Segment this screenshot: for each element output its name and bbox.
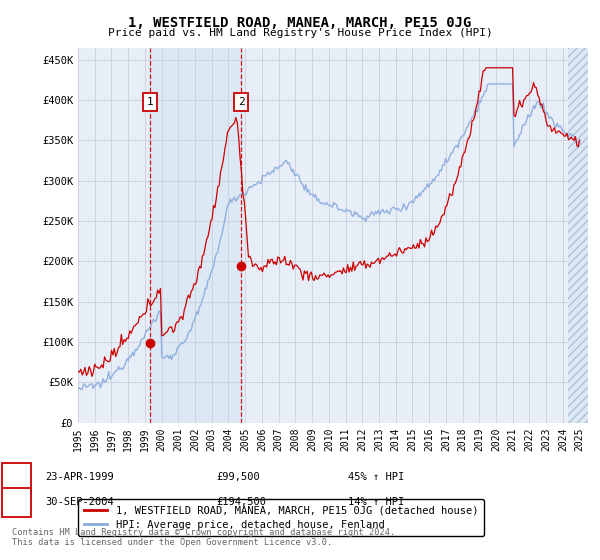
- Text: Contains HM Land Registry data © Crown copyright and database right 2024.
This d: Contains HM Land Registry data © Crown c…: [12, 528, 395, 547]
- Legend: 1, WESTFIELD ROAD, MANEA, MARCH, PE15 0JG (detached house), HPI: Average price, : 1, WESTFIELD ROAD, MANEA, MARCH, PE15 0J…: [78, 500, 484, 536]
- Text: £194,500: £194,500: [216, 497, 266, 507]
- Text: 2: 2: [9, 497, 15, 507]
- Text: £99,500: £99,500: [216, 472, 260, 482]
- Text: 1: 1: [9, 472, 15, 482]
- Text: 14% ↑ HPI: 14% ↑ HPI: [348, 497, 404, 507]
- Text: 1, WESTFIELD ROAD, MANEA, MARCH, PE15 0JG: 1, WESTFIELD ROAD, MANEA, MARCH, PE15 0J…: [128, 16, 472, 30]
- Bar: [568, 48, 588, 423]
- Bar: [150, 48, 241, 423]
- Text: 1: 1: [146, 97, 154, 106]
- Text: Price paid vs. HM Land Registry's House Price Index (HPI): Price paid vs. HM Land Registry's House …: [107, 28, 493, 38]
- Text: 30-SEP-2004: 30-SEP-2004: [45, 497, 114, 507]
- Bar: [568, 44, 588, 423]
- Text: 2: 2: [238, 97, 244, 106]
- Text: 23-APR-1999: 23-APR-1999: [45, 472, 114, 482]
- Text: 45% ↑ HPI: 45% ↑ HPI: [348, 472, 404, 482]
